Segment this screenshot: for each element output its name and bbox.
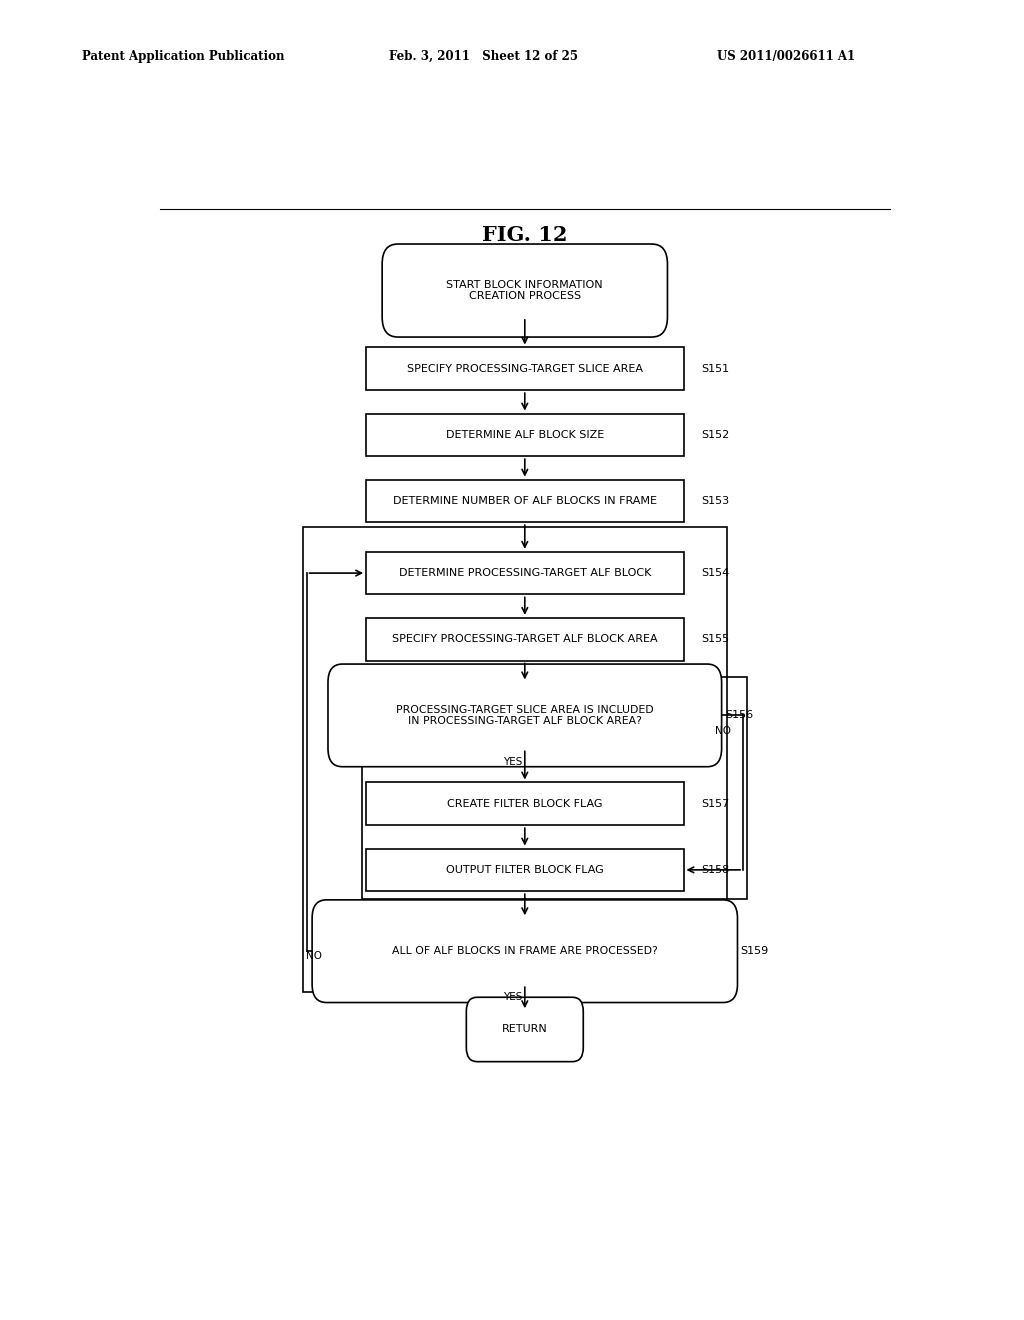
- Bar: [367, 413, 684, 457]
- Text: DETERMINE NUMBER OF ALF BLOCKS IN FRAME: DETERMINE NUMBER OF ALF BLOCKS IN FRAME: [393, 496, 656, 506]
- Bar: [367, 479, 684, 523]
- Bar: [367, 618, 684, 660]
- FancyBboxPatch shape: [312, 900, 737, 1002]
- Bar: [367, 347, 684, 391]
- Text: US 2011/0026611 A1: US 2011/0026611 A1: [717, 50, 855, 63]
- Text: Feb. 3, 2011   Sheet 12 of 25: Feb. 3, 2011 Sheet 12 of 25: [389, 50, 579, 63]
- Bar: [367, 849, 684, 891]
- Text: DETERMINE PROCESSING-TARGET ALF BLOCK: DETERMINE PROCESSING-TARGET ALF BLOCK: [398, 568, 651, 578]
- Bar: [362, 677, 746, 899]
- Text: S153: S153: [701, 496, 729, 506]
- Text: SPECIFY PROCESSING-TARGET ALF BLOCK AREA: SPECIFY PROCESSING-TARGET ALF BLOCK AREA: [392, 634, 657, 644]
- Text: S155: S155: [701, 634, 729, 644]
- Text: OUTPUT FILTER BLOCK FLAG: OUTPUT FILTER BLOCK FLAG: [445, 865, 604, 875]
- Text: PROCESSING-TARGET SLICE AREA IS INCLUDED
IN PROCESSING-TARGET ALF BLOCK AREA?: PROCESSING-TARGET SLICE AREA IS INCLUDED…: [396, 705, 653, 726]
- Text: S154: S154: [701, 568, 729, 578]
- Bar: [367, 552, 684, 594]
- Text: S157: S157: [701, 799, 729, 809]
- Text: FIG. 12: FIG. 12: [482, 224, 567, 244]
- Text: S159: S159: [740, 946, 769, 956]
- Text: START BLOCK INFORMATION
CREATION PROCESS: START BLOCK INFORMATION CREATION PROCESS: [446, 280, 603, 301]
- Text: NO: NO: [715, 726, 731, 735]
- Text: RETURN: RETURN: [502, 1024, 548, 1035]
- Text: CREATE FILTER BLOCK FLAG: CREATE FILTER BLOCK FLAG: [447, 799, 602, 809]
- Text: Patent Application Publication: Patent Application Publication: [82, 50, 285, 63]
- Bar: [303, 528, 727, 993]
- FancyBboxPatch shape: [466, 997, 584, 1061]
- Text: SPECIFY PROCESSING-TARGET SLICE AREA: SPECIFY PROCESSING-TARGET SLICE AREA: [407, 364, 643, 374]
- Text: YES: YES: [503, 993, 522, 1002]
- Text: S151: S151: [701, 364, 729, 374]
- Text: ALL OF ALF BLOCKS IN FRAME ARE PROCESSED?: ALL OF ALF BLOCKS IN FRAME ARE PROCESSED…: [392, 946, 657, 956]
- Text: S158: S158: [701, 865, 729, 875]
- Text: S156: S156: [725, 710, 753, 721]
- Text: YES: YES: [503, 756, 522, 767]
- Text: S152: S152: [701, 430, 729, 440]
- Text: DETERMINE ALF BLOCK SIZE: DETERMINE ALF BLOCK SIZE: [445, 430, 604, 440]
- Text: NO: NO: [306, 952, 323, 961]
- Bar: [367, 783, 684, 825]
- FancyBboxPatch shape: [328, 664, 722, 767]
- FancyBboxPatch shape: [382, 244, 668, 337]
